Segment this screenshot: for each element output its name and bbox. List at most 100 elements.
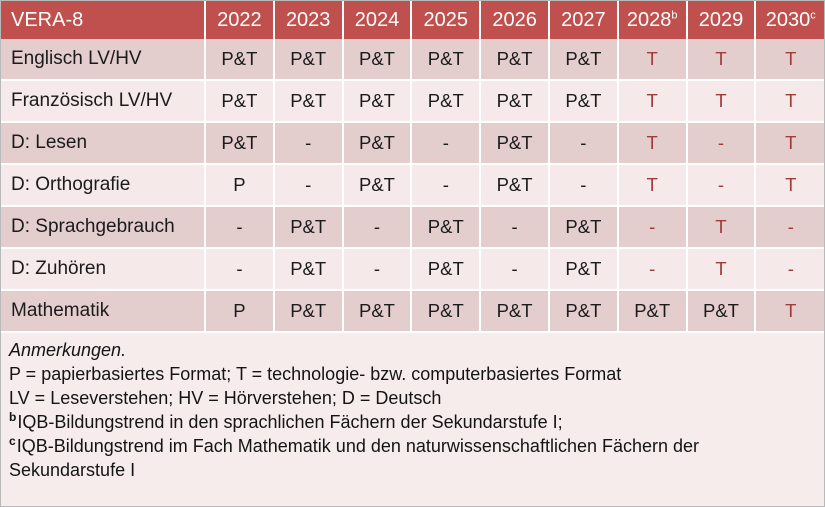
cell-2022: P&T	[206, 81, 275, 123]
cell-2022: P	[206, 165, 275, 207]
note-text: LV = Leseverstehen; HV = Hörverstehen; D…	[9, 387, 442, 408]
column-header-2023: 2023	[274, 1, 344, 39]
table-row: Französisch LV/HV P&T P&T P&T P&T P&T P&T T T T	[1, 81, 824, 123]
note-line: P = papierbasiertes Format; T = technolo…	[9, 363, 816, 387]
cell-2029: T	[687, 39, 757, 81]
cell-2027: -	[549, 165, 619, 207]
column-header-2024: 2024	[343, 1, 413, 39]
cell-2030: T	[756, 123, 824, 165]
cell-2026: -	[481, 249, 550, 291]
cell-2025: -	[412, 165, 482, 207]
column-header-2022: 2022	[206, 1, 275, 39]
cell-2028: T	[618, 81, 688, 123]
note-footnote-marker: b	[9, 409, 17, 424]
row-label: D: Lesen	[1, 123, 206, 165]
cell-2022: P	[206, 291, 275, 333]
cell-2030: -	[756, 249, 824, 291]
cell-2027: P&T	[549, 39, 619, 81]
cell-2025: P&T	[412, 81, 482, 123]
cell-2029: -	[687, 123, 757, 165]
table-row: D: Sprachgebrauch - P&T - P&T - P&T - T -	[1, 207, 824, 249]
cell-2023: P&T	[274, 207, 344, 249]
cell-2029: -	[687, 165, 757, 207]
cell-2027: P&T	[549, 291, 619, 333]
cell-2026: P&T	[481, 123, 550, 165]
cell-2027: P&T	[549, 207, 619, 249]
cell-2023: P&T	[274, 39, 344, 81]
cell-2028: P&T	[618, 291, 688, 333]
cell-2026: P&T	[481, 291, 550, 333]
notes-title: Anmerkungen.	[9, 340, 127, 360]
column-header-footnote-marker: b	[671, 9, 678, 22]
column-header-2029: 2029	[687, 1, 757, 39]
cell-2025: P&T	[412, 207, 482, 249]
cell-2028: T	[618, 165, 688, 207]
cell-2023: P&T	[274, 249, 344, 291]
column-header-2025: 2025	[412, 1, 482, 39]
cell-2029: T	[687, 207, 757, 249]
row-label: Französisch LV/HV	[1, 81, 206, 123]
cell-2028: T	[618, 39, 688, 81]
column-header-2030: 2030c	[756, 1, 824, 39]
column-header-footnote-marker: c	[810, 9, 816, 22]
cell-2025: -	[412, 123, 482, 165]
table-header: VERA-8 2022 2023 2024 2025 2026 2027 2028b 2029…	[1, 1, 824, 39]
cell-2030: T	[756, 39, 824, 81]
vera8-table: VERA-8 2022 2023 2024 2025 2026 2027 2028b 2029…	[1, 1, 824, 333]
cell-2024: P&T	[343, 123, 413, 165]
cell-2026: -	[481, 207, 550, 249]
note-text: P = papierbasiertes Format; T = technolo…	[9, 363, 622, 384]
cell-2025: P&T	[412, 291, 482, 333]
cell-2030: T	[756, 291, 824, 333]
cell-2024: P&T	[343, 291, 413, 333]
cell-2024: -	[343, 207, 413, 249]
cell-2023: P&T	[274, 81, 344, 123]
row-label: Englisch LV/HV	[1, 39, 206, 81]
table-corner-label: VERA-8	[1, 1, 206, 39]
cell-2023: P&T	[274, 291, 344, 333]
row-label: D: Sprachgebrauch	[1, 207, 206, 249]
row-label: Mathematik	[1, 291, 206, 333]
column-header-2026: 2026	[481, 1, 550, 39]
column-header-2027: 2027	[549, 1, 619, 39]
note-line: cIQB-Bildungstrend im Fach Mathematik un…	[9, 435, 816, 483]
column-header-label: 2030	[765, 9, 811, 31]
cell-2024: -	[343, 249, 413, 291]
table-row: Mathematik P P&T P&T P&T P&T P&T P&T P&T T	[1, 291, 824, 333]
column-header-label: 2028	[626, 9, 672, 31]
notes-block: Anmerkungen. P = papierbasiertes Format;…	[1, 333, 824, 487]
column-header-label: 2024	[354, 9, 400, 31]
note-text: IQB-Bildungstrend in den sprachlichen Fä…	[17, 411, 563, 432]
cell-2027: P&T	[549, 81, 619, 123]
cell-2030: -	[756, 207, 824, 249]
note-text: IQB-Bildungstrend im Fach Mathematik und…	[9, 435, 700, 480]
table-header-row: VERA-8 2022 2023 2024 2025 2026 2027 2028b 2029…	[1, 1, 824, 39]
cell-2023: -	[274, 123, 344, 165]
cell-2026: P&T	[481, 165, 550, 207]
table-row: D: Orthografie P - P&T - P&T - T - T	[1, 165, 824, 207]
cell-2024: P&T	[343, 39, 413, 81]
column-header-2028: 2028b	[618, 1, 688, 39]
cell-2028: -	[618, 207, 688, 249]
cell-2025: P&T	[412, 249, 482, 291]
cell-2022: -	[206, 207, 275, 249]
column-header-label: 2023	[285, 9, 331, 31]
table-row: Englisch LV/HV P&T P&T P&T P&T P&T P&T T T T	[1, 39, 824, 81]
cell-2029: P&T	[687, 291, 757, 333]
cell-2022: P&T	[206, 123, 275, 165]
column-header-label: 2029	[698, 9, 744, 31]
cell-2030: T	[756, 81, 824, 123]
cell-2023: -	[274, 165, 344, 207]
cell-2022: -	[206, 249, 275, 291]
cell-2022: P&T	[206, 39, 275, 81]
cell-2028: -	[618, 249, 688, 291]
row-label: D: Orthografie	[1, 165, 206, 207]
note-line: LV = Leseverstehen; HV = Hörverstehen; D…	[9, 387, 816, 411]
cell-2029: T	[687, 81, 757, 123]
table-row: D: Zuhören - P&T - P&T - P&T - T -	[1, 249, 824, 291]
column-header-label: 2026	[492, 9, 537, 31]
cell-2029: T	[687, 249, 757, 291]
cell-2028: T	[618, 123, 688, 165]
cell-2027: -	[549, 123, 619, 165]
